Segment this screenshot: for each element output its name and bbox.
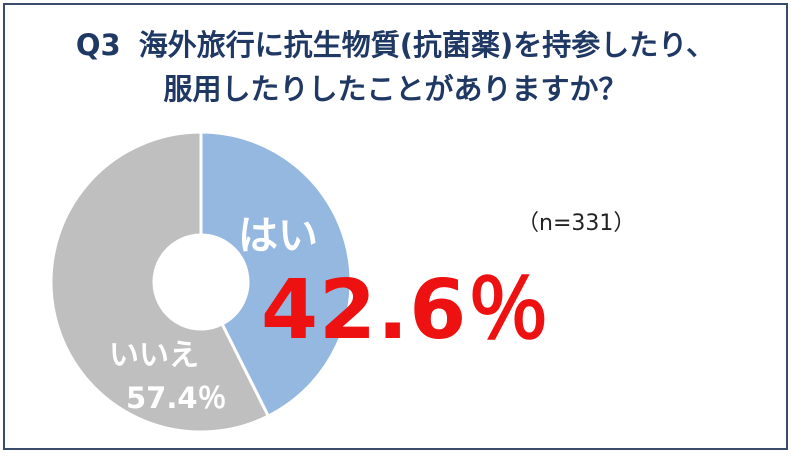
question-number: Q3: [75, 28, 121, 62]
slice-no: [49, 130, 271, 434]
chart-frame: Q3 海外旅行に抗生物質(抗菌薬)を持参したり、 服用したりしたことがありますか？…: [3, 3, 788, 450]
sample-size: （n=331）: [517, 211, 636, 236]
title-line-2: 服用したりしたことがありますか？: [163, 72, 628, 106]
slice-label-yes: はい: [238, 213, 318, 259]
data-label-yes: 42.6％: [261, 263, 551, 358]
chart-title: Q3 海外旅行に抗生物質(抗菌薬)を持参したり、 服用したりしたことがありますか？: [5, 23, 786, 111]
donut-chart: [49, 130, 353, 434]
slice-label-no: いいえ: [109, 338, 199, 373]
slice-yes: [199, 130, 353, 419]
title-line-1: Q3 海外旅行に抗生物質(抗菌薬)を持参したり、: [5, 23, 786, 67]
title-text-1: 海外旅行に抗生物質(抗菌薬)を持参したり、: [138, 28, 716, 62]
data-label-no: 57.4％: [126, 381, 227, 415]
